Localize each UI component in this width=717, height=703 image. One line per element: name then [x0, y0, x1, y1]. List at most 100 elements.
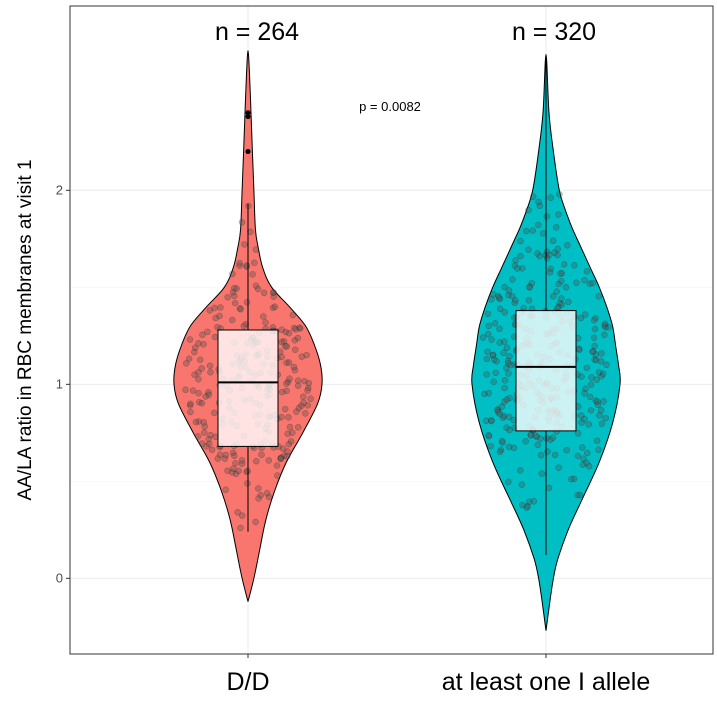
data-point	[547, 265, 554, 273]
data-point	[570, 475, 578, 483]
data-point	[549, 292, 557, 300]
data-point	[216, 451, 224, 458]
data-point	[205, 440, 213, 448]
data-point	[586, 280, 594, 287]
data-point	[537, 435, 544, 442]
annotation-p-value: p = 0.0082	[359, 99, 421, 114]
data-point	[538, 470, 546, 477]
data-point	[191, 348, 198, 356]
data-point	[523, 504, 530, 511]
data-point	[505, 443, 513, 451]
data-point	[277, 455, 285, 462]
box	[515, 310, 577, 432]
data-point	[594, 398, 601, 405]
data-point	[238, 219, 246, 226]
data-point	[277, 455, 284, 463]
data-point	[576, 491, 584, 499]
data-point	[551, 249, 558, 257]
data-point	[512, 257, 519, 264]
data-point	[271, 303, 279, 310]
data-point	[290, 324, 298, 332]
data-point	[230, 465, 237, 472]
data-point	[236, 262, 243, 269]
data-point	[299, 393, 307, 401]
data-point	[207, 431, 214, 439]
data-point	[283, 343, 290, 350]
data-point	[562, 284, 570, 291]
data-point	[485, 389, 492, 397]
data-point	[554, 251, 561, 259]
data-point	[591, 342, 598, 350]
data-point	[555, 211, 562, 218]
data-point	[228, 469, 236, 476]
data-point	[597, 358, 605, 365]
data-point	[501, 338, 508, 345]
data-point	[294, 377, 302, 384]
data-point	[283, 387, 290, 395]
data-point	[527, 432, 535, 439]
data-point	[539, 230, 547, 237]
data-point	[601, 320, 609, 327]
data-point	[301, 377, 308, 385]
data-point	[217, 304, 224, 311]
data-point	[525, 297, 533, 304]
data-point	[598, 350, 605, 357]
data-point	[528, 279, 536, 287]
data-point	[255, 485, 262, 492]
data-point	[589, 348, 597, 355]
data-point	[231, 452, 238, 460]
data-point	[557, 277, 565, 285]
data-point	[537, 451, 545, 459]
data-point	[232, 460, 239, 467]
data-point	[238, 512, 246, 519]
data-point	[222, 486, 229, 493]
data-point	[526, 284, 533, 291]
data-point	[509, 276, 516, 283]
data-point	[307, 395, 314, 402]
data-point	[584, 449, 591, 457]
data-point	[277, 454, 285, 461]
data-point	[492, 369, 499, 376]
data-point	[505, 360, 512, 367]
data-point	[238, 457, 246, 464]
data-point	[496, 448, 504, 456]
count-label-i-allele: n = 320	[512, 18, 596, 46]
data-point	[229, 270, 236, 278]
data-point	[489, 352, 497, 359]
data-point	[484, 310, 492, 318]
data-point	[285, 414, 292, 421]
data-point	[273, 462, 281, 469]
data-point	[205, 435, 212, 443]
data-point	[505, 287, 513, 294]
data-point	[546, 251, 553, 259]
data-point	[304, 387, 311, 394]
outlier-point	[245, 149, 251, 155]
data-point	[518, 481, 526, 488]
data-point	[603, 361, 610, 369]
data-point	[205, 391, 213, 399]
data-point	[205, 388, 212, 396]
data-point	[506, 352, 513, 360]
data-point	[555, 303, 562, 311]
data-point	[202, 393, 209, 400]
data-point	[296, 325, 304, 332]
data-point	[500, 349, 507, 356]
data-point	[488, 416, 495, 424]
x-tick-label-dd: D/D	[226, 668, 269, 696]
data-point	[522, 227, 530, 235]
data-point	[262, 319, 269, 326]
data-point	[590, 316, 598, 324]
data-point	[195, 418, 203, 425]
data-point	[499, 439, 506, 446]
data-point	[598, 372, 605, 380]
data-point	[501, 384, 508, 392]
data-point	[595, 369, 603, 376]
data-point	[558, 295, 565, 302]
data-point	[302, 410, 309, 417]
data-point	[485, 432, 493, 440]
data-point	[255, 495, 262, 502]
data-point	[529, 193, 537, 200]
data-point	[192, 418, 200, 426]
data-point	[581, 311, 589, 318]
